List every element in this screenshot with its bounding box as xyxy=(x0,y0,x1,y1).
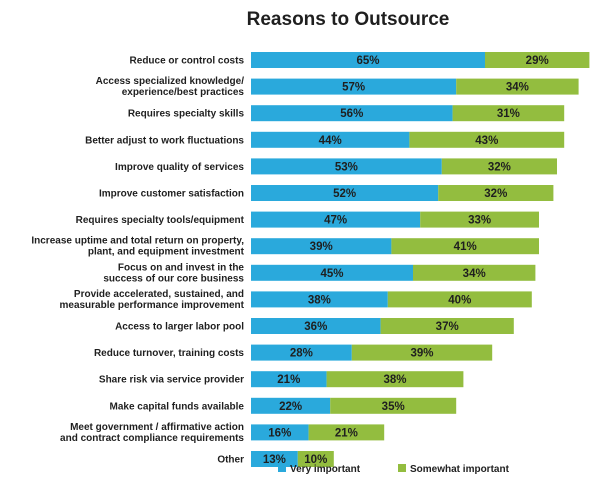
bar-somewhat-important xyxy=(351,344,493,361)
category-label: Increase uptime and total return on prop… xyxy=(31,236,244,258)
category-label: Other xyxy=(217,455,244,466)
data-label: 34% xyxy=(506,82,529,94)
data-label: 43% xyxy=(475,135,498,147)
data-label: 34% xyxy=(463,268,486,280)
data-label: 56% xyxy=(340,108,363,120)
category-label: Access to larger labor pool xyxy=(115,322,244,333)
bar-very-important xyxy=(251,52,485,68)
data-label: 65% xyxy=(356,55,379,67)
legend-label: Very important xyxy=(290,464,361,475)
category-label: Improve quality of services xyxy=(115,162,244,173)
category-label: Reduce turnover, training costs xyxy=(94,348,244,359)
data-label: 35% xyxy=(382,401,405,413)
category-label-line: Meet government / affirmative action xyxy=(70,422,244,433)
bar-somewhat-important xyxy=(326,371,464,388)
data-label: 29% xyxy=(526,55,549,67)
bar-very-important xyxy=(251,344,352,361)
data-label: 21% xyxy=(335,427,358,439)
data-label: 47% xyxy=(324,215,347,227)
bar-somewhat-important xyxy=(380,318,514,334)
data-label: 22% xyxy=(279,401,302,413)
bar-very-important xyxy=(251,131,410,148)
data-label: 41% xyxy=(454,241,477,253)
bar-very-important xyxy=(251,158,442,175)
data-label: 38% xyxy=(308,294,331,306)
chart-title: Reasons to Outsource xyxy=(247,9,450,30)
bar-somewhat-important xyxy=(456,78,579,95)
category-label-line: plant, and equipment investment xyxy=(88,247,245,258)
data-label: 28% xyxy=(290,348,313,360)
category-label: Improve customer satisfaction xyxy=(99,189,244,200)
bars-group: 65% 29% 57% 34% 56% 31% 44% 43% 53% 32% 52% 32% 47% 3… xyxy=(251,52,590,467)
category-labels: Reduce or control costs Access specialize… xyxy=(31,56,244,466)
category-label: Make capital funds available xyxy=(110,401,245,412)
bar-very-important xyxy=(251,371,327,388)
data-label: 21% xyxy=(277,374,300,386)
bar-very-important xyxy=(251,318,381,334)
category-label: Requires specialty tools/equipment xyxy=(76,215,245,226)
category-label-line: Access specialized knowledge/ xyxy=(96,76,245,87)
category-label: Requires specialty skills xyxy=(128,109,245,120)
data-label: 10% xyxy=(304,454,327,466)
legend-label: Somewhat important xyxy=(410,464,510,475)
bar-somewhat-important xyxy=(438,185,554,201)
data-label: 57% xyxy=(342,82,365,94)
legend-swatch-very-important xyxy=(278,464,286,472)
bar-somewhat-important xyxy=(409,131,565,148)
category-label-line: Focus on and invest in the xyxy=(118,262,245,273)
category-label-line: and contract compliance requirements xyxy=(60,433,244,444)
category-label: Access specialized knowledge/experience/… xyxy=(96,76,245,98)
category-label-line: Provide accelerated, sustained, and xyxy=(74,289,244,300)
data-label: 45% xyxy=(320,268,343,280)
bar-very-important xyxy=(251,211,421,228)
bar-somewhat-important xyxy=(387,291,532,308)
bar-very-important xyxy=(251,264,413,281)
bar-very-important xyxy=(251,238,392,255)
bar-very-important xyxy=(251,105,453,122)
bar-very-important xyxy=(251,451,298,467)
bar-somewhat-important xyxy=(485,52,590,68)
data-label: 52% xyxy=(333,188,356,200)
data-label: 36% xyxy=(304,321,327,333)
bar-somewhat-important xyxy=(297,451,334,467)
data-label: 40% xyxy=(448,294,471,306)
data-label: 39% xyxy=(310,241,333,253)
category-label: Share risk via service provider xyxy=(99,375,244,386)
category-label: Provide accelerated, sustained, and measu… xyxy=(59,289,244,311)
data-label: 44% xyxy=(319,135,342,147)
category-label: Focus on and invest in the success of our… xyxy=(103,262,244,284)
bar-somewhat-important xyxy=(391,238,539,255)
bar-somewhat-important xyxy=(413,264,536,281)
category-label-line: success of our core business xyxy=(103,273,244,284)
bar-somewhat-important xyxy=(308,424,385,441)
data-label: 53% xyxy=(335,161,358,173)
data-label: 13% xyxy=(263,454,286,466)
category-label: Meet government / affirmative action and … xyxy=(60,422,244,444)
bar-very-important xyxy=(251,185,439,201)
bar-somewhat-important xyxy=(330,397,457,414)
bar-very-important xyxy=(251,424,309,441)
data-label: 33% xyxy=(468,215,491,227)
bar-very-important xyxy=(251,291,388,308)
category-label-line: Increase uptime and total return on prop… xyxy=(31,236,244,247)
data-label: 32% xyxy=(488,161,511,173)
bar-somewhat-important xyxy=(452,105,565,122)
bar-very-important xyxy=(251,397,331,414)
data-label: 16% xyxy=(268,427,291,439)
data-label: 39% xyxy=(410,348,433,360)
category-label: Better adjust to work fluctuations xyxy=(85,135,244,146)
bar-somewhat-important xyxy=(441,158,557,175)
bar-somewhat-important xyxy=(420,211,539,228)
legend: Very important Somewhat important xyxy=(278,464,510,475)
data-label: 31% xyxy=(497,108,520,120)
category-label: Reduce or control costs xyxy=(130,56,245,67)
legend-swatch-somewhat-important xyxy=(398,464,406,472)
category-label-line: measurable performance improvement xyxy=(59,300,244,311)
data-label: 32% xyxy=(484,188,507,200)
data-label: 37% xyxy=(436,321,459,333)
bar-very-important xyxy=(251,78,457,95)
data-label: 38% xyxy=(383,374,406,386)
category-label-line: experience/best practices xyxy=(122,87,245,98)
